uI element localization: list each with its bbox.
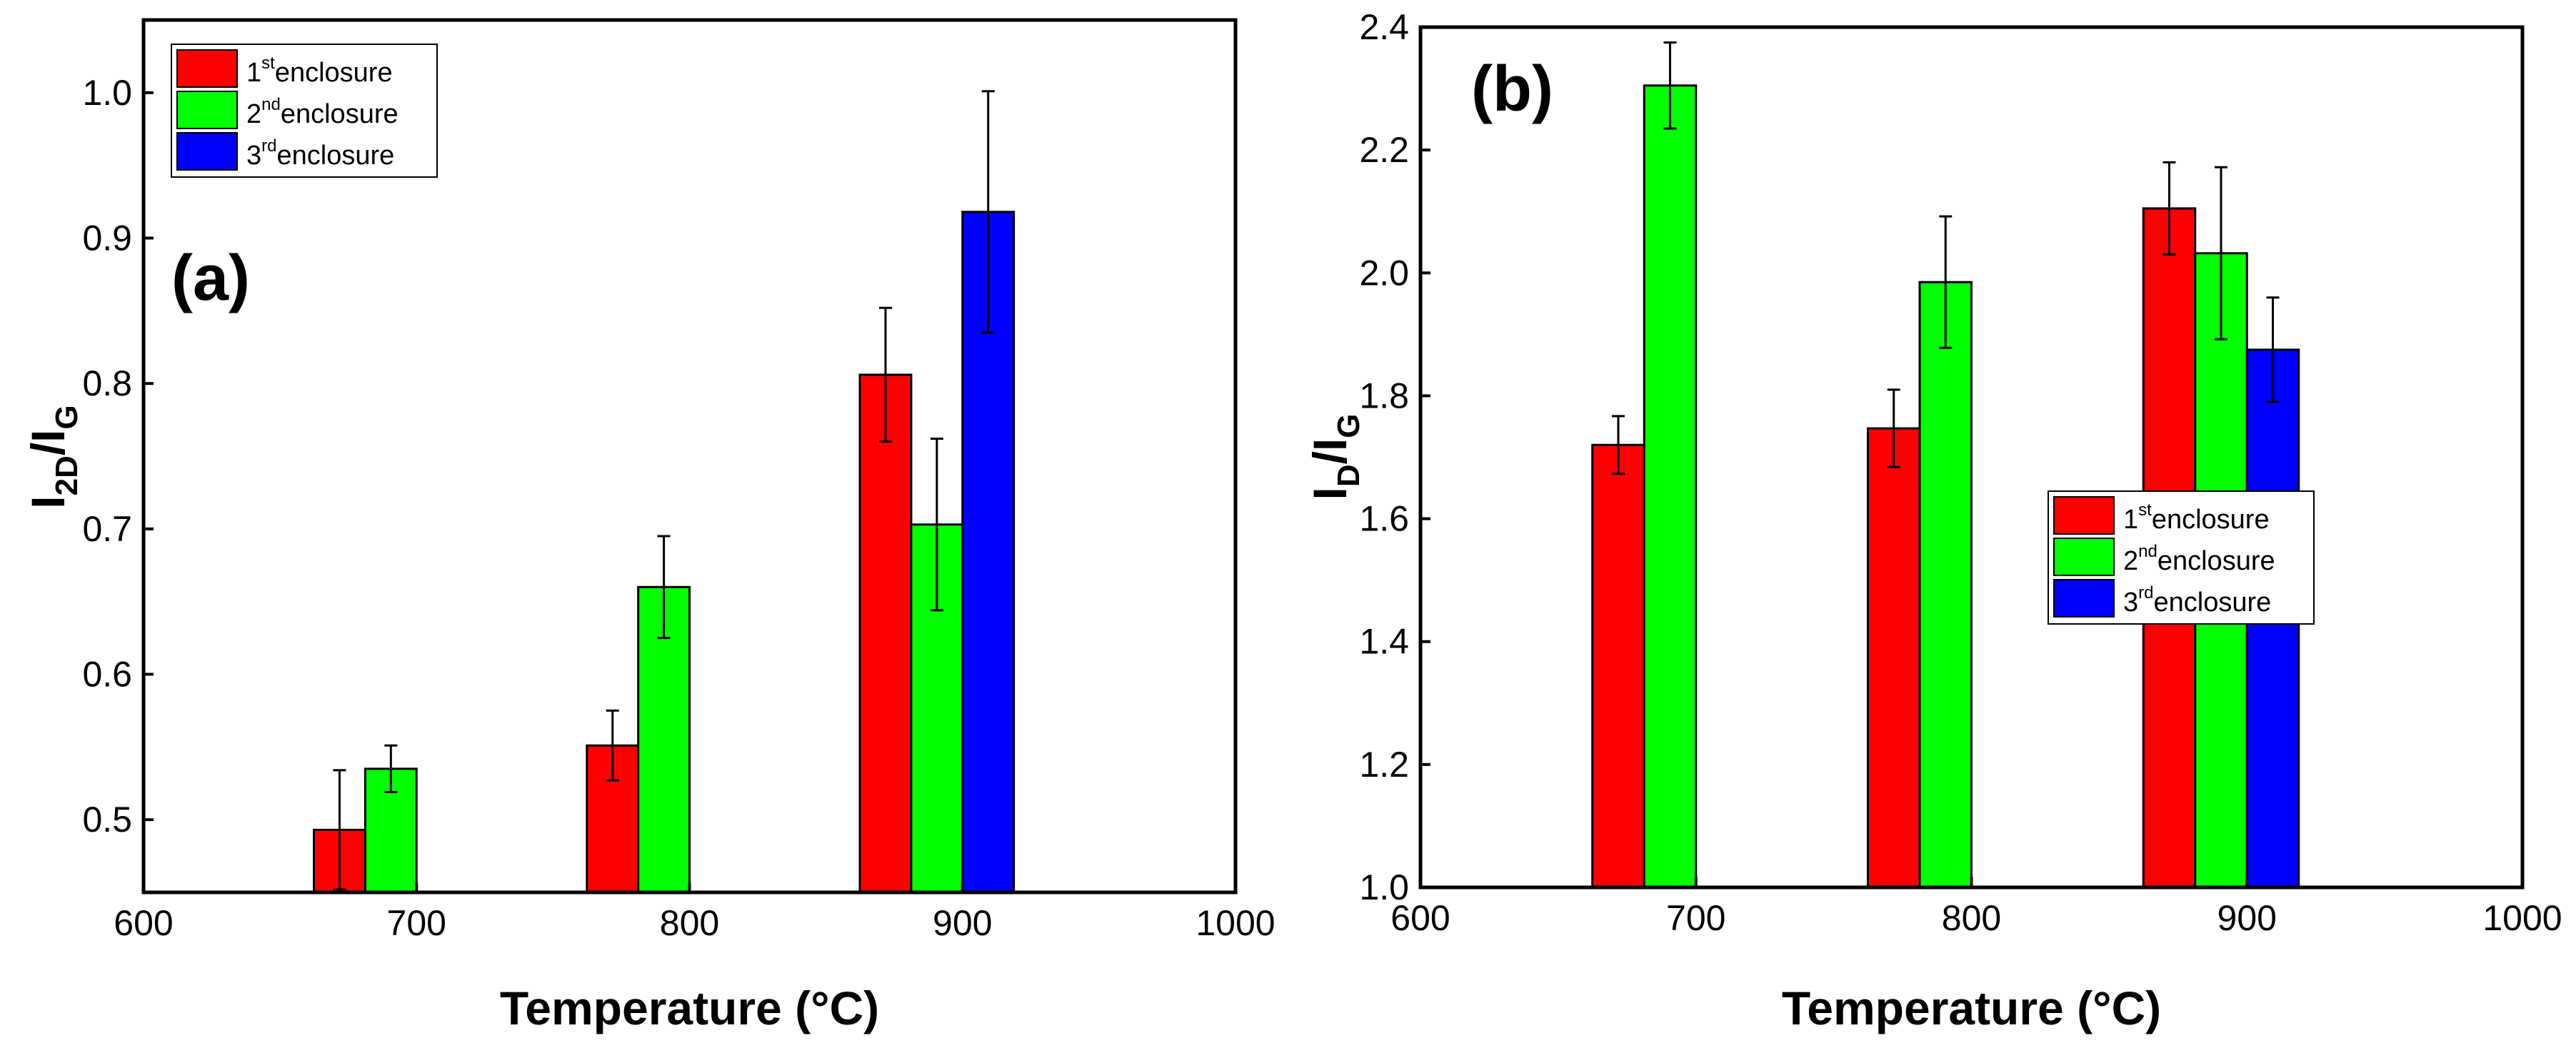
panel-a-y-axis-title-part: G [49, 405, 84, 429]
panel-a-y-axis-title: I2D/IG [21, 405, 84, 509]
panel-a-legend-label-num: 3 [246, 141, 261, 171]
panel-b-y-tick-label: 2.2 [1359, 130, 1409, 170]
panel-a-y-axis-title-part: /I [21, 429, 74, 455]
panel-b-legend-label-num: 3 [2123, 588, 2138, 618]
panel-a-legend-label-sup: nd [261, 95, 281, 114]
panel-a-x-tick-label: 600 [114, 903, 173, 943]
panel-b-legend-label-sup: rd [2138, 583, 2153, 603]
panel-b-y-tick-label: 1.2 [1359, 745, 1409, 785]
panel-b-legend-label: 1stenclosure [2123, 500, 2270, 535]
panel-a-y-tick-label: 0.8 [82, 363, 132, 403]
panel-a-legend-label: 1stenclosure [246, 54, 393, 88]
panel-b-y-axis-title-part: D [1331, 464, 1366, 487]
panel-a-legend-label-text: enclosure [276, 141, 394, 171]
panel-a-x-axis-title: Temperature (°C) [500, 982, 879, 1034]
panel-a-x-tick-label: 800 [660, 903, 719, 943]
panel-b-legend-label-text: enclosure [2153, 588, 2271, 618]
panel-a-y-axis-title-part: I [21, 495, 74, 508]
panel-b-bar [1591, 443, 1645, 889]
panel-b-x-tick-label: 900 [2217, 898, 2277, 938]
panel-b-x-axis-title: Temperature (°C) [1782, 982, 2161, 1034]
panel-b-x-tick-label: 800 [1942, 898, 2001, 938]
panel-b-y-tick-label: 1.4 [1359, 622, 1409, 662]
panel-b-y-axis-title: ID/IG [1303, 413, 1366, 500]
panel-a-legend-label-num: 2 [246, 99, 261, 129]
panel-b-legend-label: 3rdenclosure [2123, 583, 2271, 618]
panel-a-legend-label-num: 1 [246, 58, 261, 88]
panel-a-legend-label: 2ndenclosure [246, 95, 399, 129]
panel-b-y-tick-label: 2.0 [1359, 253, 1409, 293]
panel-a-y-tick-label: 1.0 [82, 73, 132, 113]
panel-a-y-tick-label: 0.5 [82, 800, 132, 840]
panel-b-bar [1866, 427, 1921, 889]
panel-b-y-tick-label: 1.0 [1359, 867, 1409, 907]
panel-b-panel-label: (b) [1471, 54, 1553, 125]
panel-a-legend-swatch [176, 49, 238, 88]
panel-a-chart: 600 700 800 900 1000 0.5 0.6 0.7 0.8 0.9 1.0 Temper… [21, 18, 1276, 1034]
panel-b-legend-swatch [2053, 538, 2115, 576]
panel-b-chart: 600 700 800 900 1000 1.0 1.2 1.4 1.6 1.8 2.0 2.2 2.4… [1303, 7, 2562, 1034]
panel-b-x-tick-label: 1000 [2482, 898, 2562, 938]
panel-a-panel-label: (a) [171, 243, 250, 314]
panel-a-legend-label-text: enclosure [275, 58, 393, 88]
panel-b-legend-label-num: 2 [2123, 546, 2138, 576]
panel-a-legend-swatch [176, 91, 238, 129]
panel-b-legend-label-num: 1 [2123, 505, 2138, 535]
panel-b-legend-label-sup: st [2138, 500, 2152, 520]
panel-a-y-axis-title-part: 2D [49, 455, 84, 495]
panel-a-bar [858, 373, 913, 894]
panel-a-x-tick-label: 1000 [1196, 903, 1275, 943]
panel-a-legend-label-sup: rd [261, 136, 276, 156]
panel-a-legend-swatch [176, 132, 238, 171]
panel-b-y-tick-label: 2.4 [1359, 7, 1409, 47]
panel-a-legend-label-text: enclosure [281, 99, 399, 129]
panel-a-x-tick-label: 900 [933, 903, 992, 943]
panel-b-x-tick-label: 600 [1390, 898, 1450, 938]
panel-a-legend-label: 3rdenclosure [246, 136, 394, 171]
panel-b-legend-label: 2ndenclosure [2123, 542, 2275, 576]
panel-b-bar [1643, 84, 1698, 889]
panel-b-legend-swatch [2053, 496, 2115, 535]
panel-b-y-axis-title-part: G [1331, 413, 1366, 438]
panel-a-legend-label-sup: st [261, 54, 275, 73]
panel-b-legend-label-text: enclosure [2157, 546, 2275, 576]
panel-b-legend-swatch [2053, 579, 2115, 618]
panel-a-x-tick-label: 700 [387, 903, 446, 943]
panel-b-y-axis-title-part: /I [1303, 438, 1356, 465]
panel-a-y-tick-label: 0.9 [82, 218, 132, 258]
panel-b-x-tick-label: 700 [1666, 898, 1725, 938]
panel-b-y-tick-label: 1.8 [1359, 376, 1409, 415]
panel-a-y-tick-label: 0.6 [82, 655, 132, 695]
panel-b-legend-label-text: enclosure [2152, 505, 2270, 535]
panel-b-y-axis-title-part: I [1303, 487, 1356, 500]
panel-b-legend-label-sup: nd [2138, 542, 2157, 561]
panel-a-y-tick-label: 0.7 [82, 509, 132, 549]
panel-b-y-tick-label: 1.6 [1359, 499, 1409, 539]
panel-b-bar [1918, 281, 1973, 889]
